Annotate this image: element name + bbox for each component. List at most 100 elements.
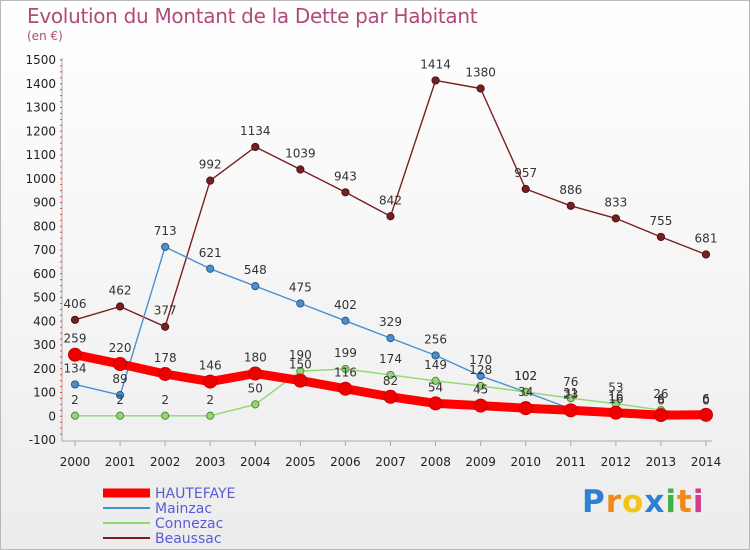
data-label-connezac: 2 — [206, 393, 214, 407]
x-tick-label: 2008 — [420, 455, 451, 469]
data-label-hautefaye: 180 — [244, 351, 267, 365]
data-point-mainzac — [341, 316, 350, 325]
data-label-mainzac: 0 — [702, 393, 710, 407]
data-label-beaussac: 886 — [559, 183, 582, 197]
logo-letter: r — [605, 484, 623, 520]
data-point-mainzac — [206, 264, 215, 273]
y-tick-label: 1500 — [25, 53, 56, 67]
data-label-beaussac: 1134 — [240, 124, 271, 138]
y-tick-label: 900 — [33, 196, 56, 210]
data-point-beaussac — [656, 232, 666, 242]
y-tick-label: 100 — [33, 386, 56, 400]
data-point-connezac — [566, 394, 575, 403]
data-label-hautefaye: 6 — [702, 392, 710, 406]
x-tick-label: 2001 — [105, 455, 136, 469]
data-point-beaussac — [206, 176, 215, 185]
x-tick-label: 2006 — [330, 455, 361, 469]
data-label-beaussac: 1380 — [465, 66, 496, 80]
data-point-mainzac — [115, 391, 125, 400]
data-point-beaussac — [611, 214, 620, 223]
data-label-mainzac: 475 — [289, 280, 312, 294]
data-label-beaussac: 462 — [109, 284, 132, 298]
data-label-hautefaye: 23 — [563, 387, 578, 401]
y-tick-label: 1200 — [25, 124, 56, 138]
data-point-beaussac — [521, 184, 530, 194]
data-point-beaussac — [566, 201, 575, 210]
data-point-mainzac — [386, 334, 395, 343]
data-point-connezac — [476, 381, 485, 390]
data-point-mainzac — [251, 282, 260, 291]
data-label-mainzac: 713 — [154, 224, 177, 238]
data-label-connezac: 2 — [161, 393, 169, 407]
data-point-hautefaye — [248, 366, 263, 381]
data-point-beaussac — [701, 250, 711, 259]
data-point-mainzac — [296, 299, 305, 308]
y-tick-label: 200 — [33, 362, 56, 376]
data-point-mainzac — [70, 380, 80, 389]
x-tick-label: 2005 — [285, 455, 316, 469]
proxiti-logo: Proxiti — [582, 484, 704, 520]
data-point-beaussac — [431, 76, 440, 85]
x-tick-label: 2002 — [150, 455, 181, 469]
axes: -100010020030040050060070080090010001100… — [25, 53, 721, 469]
data-point-connezac — [115, 411, 125, 420]
data-label-connezac: 26 — [653, 387, 668, 401]
data-point-beaussac — [115, 302, 125, 311]
data-point-hautefaye — [473, 398, 488, 413]
data-point-hautefaye — [158, 366, 173, 381]
data-label-connezac: 174 — [379, 352, 402, 366]
data-label-hautefaye: 220 — [109, 341, 132, 355]
x-tick-label: 2013 — [646, 455, 677, 469]
data-label-hautefaye: 34 — [518, 385, 533, 399]
data-point-hautefaye — [699, 407, 713, 422]
legend-item-mainzac: Mainzac — [103, 501, 212, 517]
data-label-connezac: 53 — [608, 381, 623, 395]
data-label-hautefaye: 54 — [428, 380, 443, 394]
data-point-connezac — [251, 400, 260, 409]
data-point-connezac — [161, 411, 170, 420]
data-label-hautefaye: 178 — [154, 351, 177, 365]
y-tick-label: 700 — [33, 243, 56, 257]
data-label-connezac: 2 — [71, 393, 79, 407]
data-label-beaussac: 377 — [154, 304, 177, 318]
data-label-mainzac: 621 — [199, 246, 222, 260]
data-point-hautefaye — [203, 374, 218, 389]
data-label-beaussac: 406 — [64, 297, 87, 311]
data-label-beaussac: 943 — [334, 169, 357, 183]
y-tick-label: 600 — [33, 267, 56, 281]
series-hautefaye — [68, 347, 713, 423]
data-label-connezac: 149 — [424, 358, 447, 372]
y-tick-label: 1300 — [25, 101, 56, 115]
data-label-mainzac: 31 — [563, 386, 578, 400]
x-tick-label: 2010 — [510, 455, 541, 469]
data-label-connezac: 6 — [702, 392, 710, 406]
chart-title: Evolution du Montant de la Dette par Hab… — [27, 4, 478, 28]
data-point-hautefaye — [113, 357, 128, 371]
data-point-hautefaye — [293, 373, 308, 388]
data-label-hautefaye: 116 — [334, 366, 357, 380]
data-label-mainzac: 256 — [424, 332, 447, 346]
data-label-hautefaye: 16 — [608, 390, 623, 404]
data-label-connezac: 2 — [116, 393, 124, 407]
data-point-beaussac — [386, 212, 395, 221]
data-point-beaussac — [341, 188, 350, 197]
data-label-beaussac: 992 — [199, 158, 222, 172]
data-point-connezac — [341, 364, 350, 374]
data-label-mainzac: 134 — [64, 361, 87, 375]
data-label-mainzac: 548 — [244, 263, 267, 277]
data-label-hautefaye: 146 — [199, 359, 222, 373]
data-point-hautefaye — [653, 408, 668, 423]
x-tick-label: 2012 — [601, 455, 632, 469]
data-point-hautefaye — [563, 403, 578, 418]
logo-letter: P — [582, 484, 606, 520]
data-point-hautefaye — [608, 405, 623, 420]
y-tick-label: 300 — [33, 338, 56, 352]
data-point-hautefaye — [518, 401, 533, 416]
logo-letter: t — [676, 484, 693, 520]
data-point-connezac — [70, 411, 80, 420]
data-point-connezac — [206, 411, 215, 420]
